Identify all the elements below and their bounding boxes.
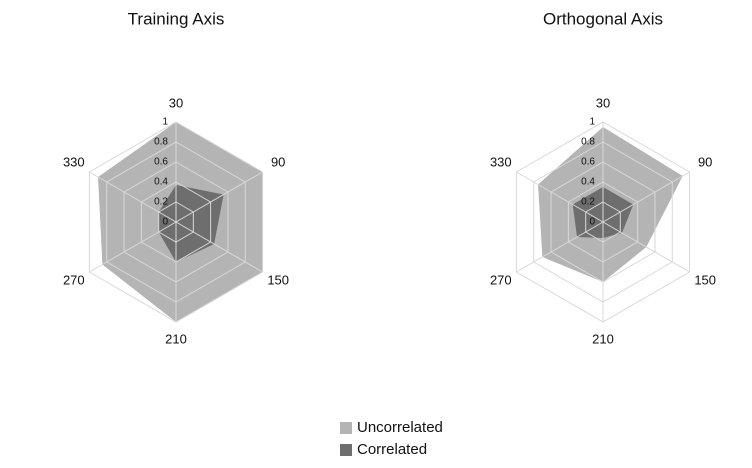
spoke [89, 171, 177, 223]
r-tick-label: 0.2 [581, 197, 595, 208]
category-label: 270 [63, 272, 85, 287]
legend-label: Correlated [357, 441, 427, 458]
category-label: 330 [63, 154, 85, 169]
chart-title: Training Axis [128, 9, 225, 28]
r-tick-label: 0 [589, 217, 595, 228]
legend-swatch [340, 422, 352, 434]
category-label: 90 [271, 154, 285, 169]
r-tick-label: 0.6 [154, 157, 168, 168]
category-label: 330 [490, 154, 512, 169]
spoke [175, 221, 263, 273]
category-label: 210 [592, 331, 614, 346]
r-tick-label: 0.8 [581, 137, 595, 148]
r-tick-label: 0 [162, 217, 168, 228]
r-tick-label: 0.4 [581, 177, 595, 188]
category-label: 30 [169, 95, 183, 110]
category-label: 150 [694, 272, 716, 287]
r-tick-label: 1 [589, 117, 595, 128]
legend-swatch [340, 444, 352, 456]
category-label: 30 [596, 95, 610, 110]
chart-title: Orthogonal Axis [543, 9, 663, 28]
r-tick-label: 0.2 [154, 197, 168, 208]
r-tick-label: 0.6 [581, 157, 595, 168]
spoke [602, 171, 690, 223]
spoke [602, 221, 690, 273]
spoke [516, 221, 604, 273]
spoke [516, 171, 604, 223]
spoke [175, 171, 263, 223]
category-label: 150 [267, 272, 289, 287]
category-label: 210 [165, 331, 187, 346]
r-tick-label: 0.8 [154, 137, 168, 148]
r-tick-label: 0.4 [154, 177, 168, 188]
legend-label: Uncorrelated [357, 419, 443, 436]
category-label: 270 [490, 272, 512, 287]
r-tick-label: 1 [162, 117, 168, 128]
category-label: 90 [698, 154, 712, 169]
spoke [89, 221, 177, 273]
